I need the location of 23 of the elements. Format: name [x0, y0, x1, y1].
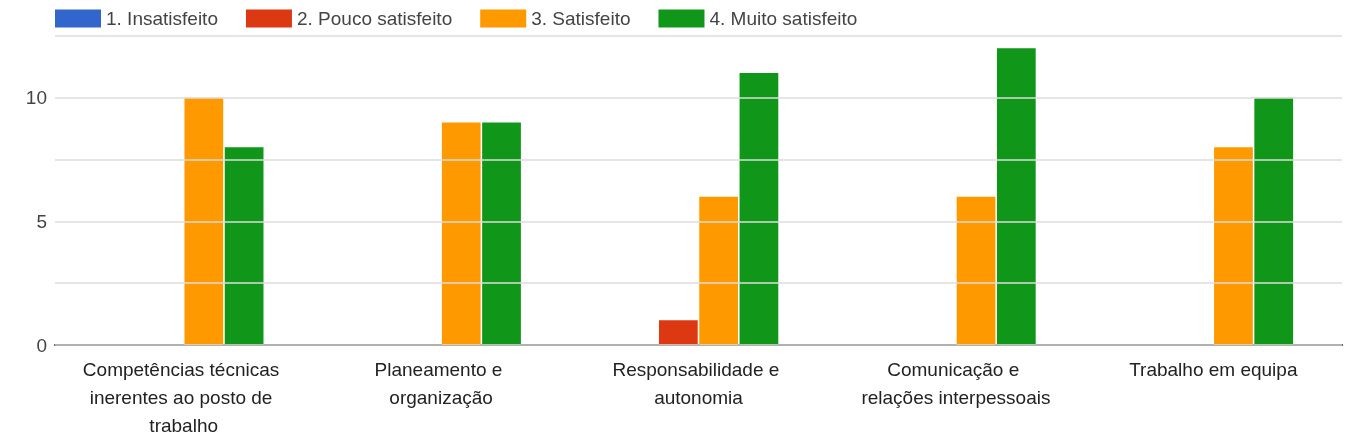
bar — [441, 122, 481, 345]
legend-label: 3. Satisfeito — [531, 8, 631, 29]
y-tick-label: 0 — [36, 334, 47, 356]
legend-label: 2. Pouco satisfeito — [296, 8, 453, 29]
y-tick-label: 10 — [25, 87, 47, 109]
bar — [699, 196, 739, 345]
x-tick-label: Competências técnicas inerentes ao posto de trabalho — [82, 358, 285, 436]
x-tick-label: Responsabilidade e autonomia — [612, 358, 785, 408]
legend-label: 4. Muito satisfeito — [709, 8, 858, 29]
bar — [996, 48, 1036, 345]
x-tick-label: Planeamento e organização — [374, 358, 508, 408]
bar — [658, 320, 698, 345]
bar — [956, 196, 996, 345]
bar — [1214, 147, 1253, 345]
bar — [482, 122, 521, 345]
x-tick-label: Comunicação e relações interpessoais — [861, 358, 1051, 408]
bar — [184, 97, 224, 345]
legend-label: 1. Insatisfeito — [106, 8, 218, 29]
x-tick-label: Trabalho em equipa — [1129, 358, 1298, 380]
bar — [739, 73, 779, 345]
bar — [1254, 97, 1294, 345]
y-tick-label: 5 — [36, 210, 47, 232]
bar — [224, 147, 264, 345]
